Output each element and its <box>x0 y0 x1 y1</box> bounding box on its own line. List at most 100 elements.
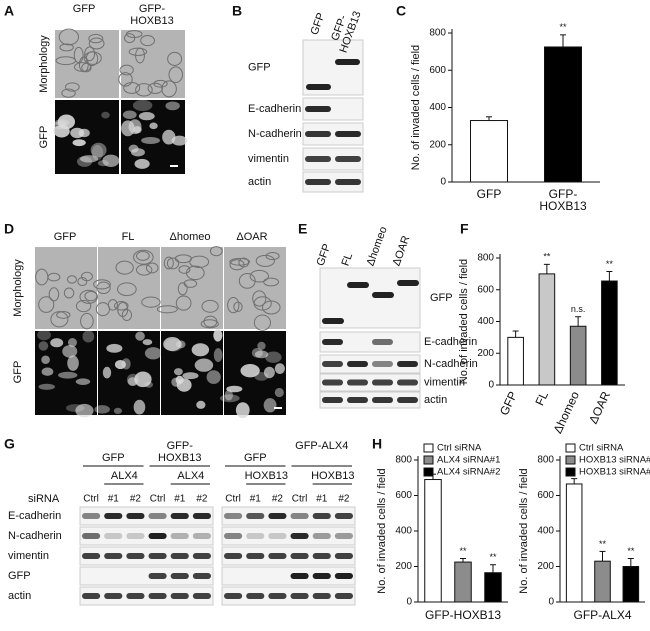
cell <box>134 371 152 388</box>
legend-swatch <box>423 455 434 465</box>
row-label: vimentin <box>8 550 49 562</box>
cell <box>235 402 250 419</box>
legend-swatch <box>565 455 576 465</box>
lane-label: Ctrl <box>292 494 308 505</box>
cell <box>238 273 256 289</box>
column-label: Δhomeo <box>169 231 211 243</box>
x-tick-label: GFP <box>476 187 502 201</box>
cell <box>224 389 233 401</box>
cell <box>67 338 77 348</box>
y-tick-label: 0 <box>488 380 494 391</box>
cell <box>171 135 188 146</box>
band <box>148 593 167 599</box>
bar <box>565 483 583 603</box>
cell <box>117 282 137 297</box>
cell <box>106 343 123 353</box>
cell <box>219 394 240 403</box>
bar <box>470 120 508 183</box>
row-label: E-cadherin <box>8 510 61 522</box>
panel-label: F <box>460 221 469 237</box>
y-tick-label: 800 <box>477 253 494 264</box>
y-tick-label: 400 <box>477 316 494 327</box>
row-label: siRNA <box>28 493 60 505</box>
band <box>334 533 353 539</box>
band <box>170 533 189 539</box>
y-tick-label: 600 <box>477 284 494 295</box>
cell <box>67 355 79 371</box>
cell <box>48 287 60 302</box>
cell <box>93 279 111 290</box>
bar <box>601 280 618 386</box>
cell <box>162 129 176 145</box>
bar <box>454 561 472 603</box>
cell <box>82 330 95 343</box>
band <box>312 533 331 539</box>
band <box>334 553 353 559</box>
lane-label: #1 <box>250 494 262 505</box>
band <box>290 513 309 519</box>
cell <box>165 101 180 111</box>
cell <box>153 79 168 88</box>
cell <box>135 264 153 276</box>
band <box>334 513 353 519</box>
column-label: ΔOAR <box>236 231 268 243</box>
blot <box>319 331 421 353</box>
lane-label: #1 <box>174 494 186 505</box>
band <box>372 292 394 298</box>
cell <box>54 119 69 126</box>
cell <box>191 343 210 357</box>
blot <box>302 97 364 121</box>
legend-swatch <box>423 467 434 477</box>
blot <box>302 147 364 171</box>
band <box>224 513 243 519</box>
cell <box>121 309 133 322</box>
target-label: HOXB13 <box>245 470 288 482</box>
y-tick-label: 0 <box>440 177 446 188</box>
cell <box>253 296 272 311</box>
y-tick-label: 800 <box>429 28 446 39</box>
annotation: n.s. <box>571 304 586 314</box>
band <box>335 179 361 185</box>
cell <box>265 252 280 261</box>
lane-label: #2 <box>272 494 284 505</box>
band <box>397 361 418 367</box>
cell <box>72 139 86 147</box>
cell <box>73 46 84 64</box>
cell <box>131 148 145 157</box>
band <box>335 59 360 65</box>
band <box>335 131 361 137</box>
cell <box>251 347 263 358</box>
band <box>104 533 123 539</box>
legend-label: ALX4 siRNA#1 <box>437 455 500 466</box>
band <box>104 513 123 519</box>
cell <box>254 350 269 359</box>
band <box>246 593 265 599</box>
y-tick-label: 0 <box>406 597 412 608</box>
cell <box>118 72 133 87</box>
cell <box>257 341 266 350</box>
cell <box>50 338 64 348</box>
row-label: actin <box>248 176 271 188</box>
cell <box>117 302 129 317</box>
cell <box>274 363 285 374</box>
band <box>290 553 309 559</box>
cell <box>83 51 102 65</box>
cell <box>115 260 134 275</box>
blot <box>79 546 214 566</box>
cell <box>226 385 243 393</box>
micrograph <box>224 247 286 329</box>
cell <box>213 348 223 363</box>
cell <box>144 347 162 360</box>
column-label: GFP-HOXB13 <box>130 3 174 27</box>
cell <box>119 64 134 76</box>
y-tick-label: 200 <box>477 348 494 359</box>
cell <box>77 276 88 287</box>
bar <box>484 572 502 603</box>
legend-swatch <box>423 443 434 453</box>
blot <box>221 506 356 526</box>
cell <box>80 155 99 163</box>
cell <box>124 33 136 44</box>
y-tick-label: 800 <box>537 455 554 466</box>
